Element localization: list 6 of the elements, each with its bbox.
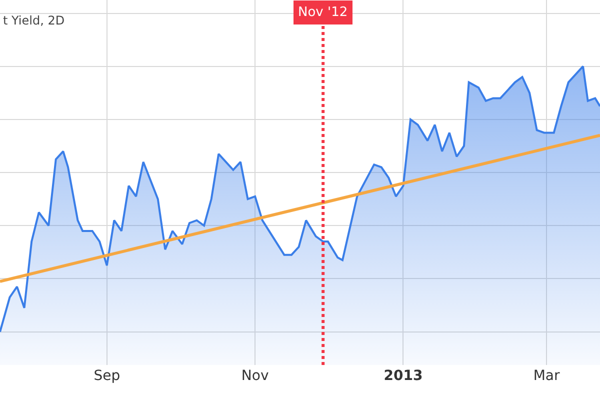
ref-line-label: Nov '12 [298,5,348,20]
x-tick-label: 2013 [384,368,423,384]
x-tick-label: Nov [241,368,269,384]
x-tick-label: Mar [533,368,560,384]
x-tick-label: Sep [94,368,120,384]
chart-title: t Yield, 2D [3,13,65,28]
